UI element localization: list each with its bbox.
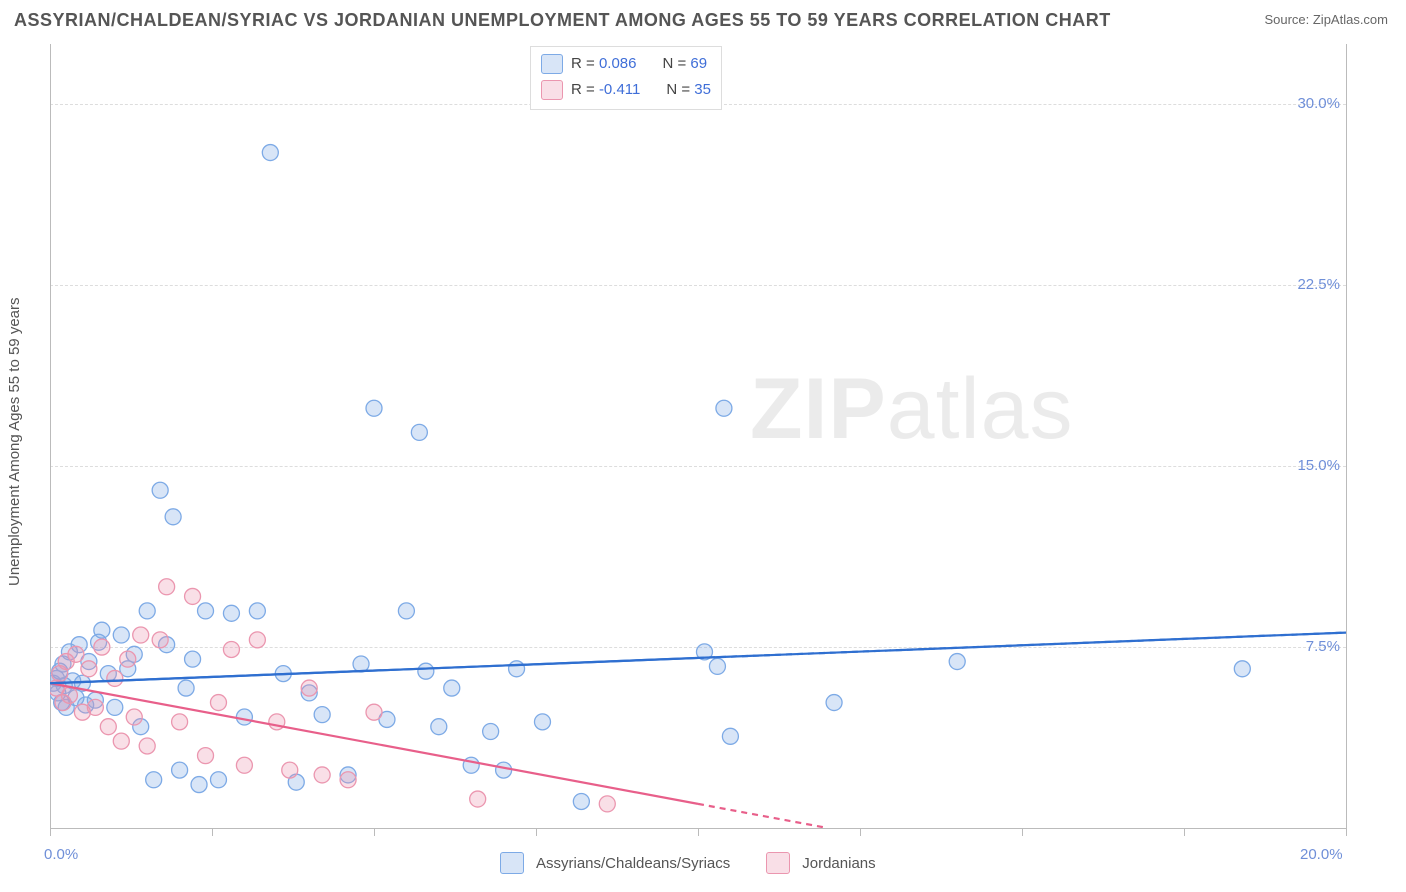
data-point <box>191 777 207 793</box>
data-point <box>301 680 317 696</box>
legend-swatch <box>766 852 790 874</box>
data-point <box>282 762 298 778</box>
series-swatch <box>541 54 563 74</box>
data-point <box>87 699 103 715</box>
data-point <box>249 603 265 619</box>
legend-label: Jordanians <box>802 855 875 872</box>
data-point <box>496 762 512 778</box>
stats-R-label: R = 0.086 <box>571 51 636 77</box>
data-point <box>94 622 110 638</box>
data-point <box>418 663 434 679</box>
data-point <box>340 772 356 788</box>
data-point <box>398 603 414 619</box>
legend: Assyrians/Chaldeans/Syriacs Jordanians <box>500 852 900 874</box>
data-point <box>81 661 97 677</box>
trend-line-dashed <box>698 804 828 828</box>
data-point <box>139 738 155 754</box>
data-point <box>709 658 725 674</box>
data-point <box>236 757 252 773</box>
data-point <box>100 719 116 735</box>
data-point <box>113 733 129 749</box>
data-point <box>534 714 550 730</box>
data-point <box>107 699 123 715</box>
stats-N-value: 35 <box>694 81 711 98</box>
stats-R-label: R = -0.411 <box>571 77 640 103</box>
data-point <box>314 707 330 723</box>
data-point <box>314 767 330 783</box>
stats-row: R = 0.086 N = 69 <box>541 51 711 77</box>
data-point <box>185 651 201 667</box>
data-point <box>411 424 427 440</box>
stats-N-value: 69 <box>690 55 707 72</box>
data-point <box>353 656 369 672</box>
data-point <box>1234 661 1250 677</box>
data-point <box>107 670 123 686</box>
stats-R-value: -0.411 <box>599 81 640 98</box>
data-point <box>223 641 239 657</box>
trend-line <box>50 633 1346 684</box>
data-point <box>366 704 382 720</box>
data-point <box>826 695 842 711</box>
data-point <box>509 661 525 677</box>
data-point <box>152 482 168 498</box>
data-point <box>236 709 252 725</box>
data-point <box>949 654 965 670</box>
data-point <box>198 748 214 764</box>
stats-row: R = -0.411 N = 35 <box>541 77 711 103</box>
data-point <box>210 695 226 711</box>
legend-swatch <box>500 852 524 874</box>
data-point <box>172 714 188 730</box>
legend-label: Assyrians/Chaldeans/Syriacs <box>536 855 730 872</box>
data-point <box>185 588 201 604</box>
data-point <box>172 762 188 778</box>
data-point <box>94 639 110 655</box>
data-point <box>198 603 214 619</box>
data-point <box>431 719 447 735</box>
series-swatch <box>541 80 563 100</box>
data-point <box>133 627 149 643</box>
data-point <box>165 509 181 525</box>
data-point <box>126 709 142 725</box>
data-point <box>120 651 136 667</box>
data-point <box>444 680 460 696</box>
chart-svg <box>0 0 1406 892</box>
data-point <box>249 632 265 648</box>
data-point <box>68 646 84 662</box>
stats-N-label: N = 69 <box>662 51 707 77</box>
data-point <box>113 627 129 643</box>
data-point <box>366 400 382 416</box>
data-point <box>152 632 168 648</box>
stats-box: R = 0.086 N = 69 R = -0.411 N = 35 <box>530 46 722 110</box>
data-point <box>159 579 175 595</box>
data-point <box>178 680 194 696</box>
data-point <box>61 687 77 703</box>
stats-R-value: 0.086 <box>599 55 637 72</box>
data-point <box>262 145 278 161</box>
data-point <box>483 724 499 740</box>
data-point <box>716 400 732 416</box>
data-point <box>573 793 589 809</box>
data-point <box>146 772 162 788</box>
data-point <box>223 605 239 621</box>
data-point <box>722 728 738 744</box>
data-point <box>599 796 615 812</box>
data-point <box>139 603 155 619</box>
stats-N-label: N = 35 <box>666 77 711 103</box>
data-point <box>470 791 486 807</box>
data-point <box>210 772 226 788</box>
